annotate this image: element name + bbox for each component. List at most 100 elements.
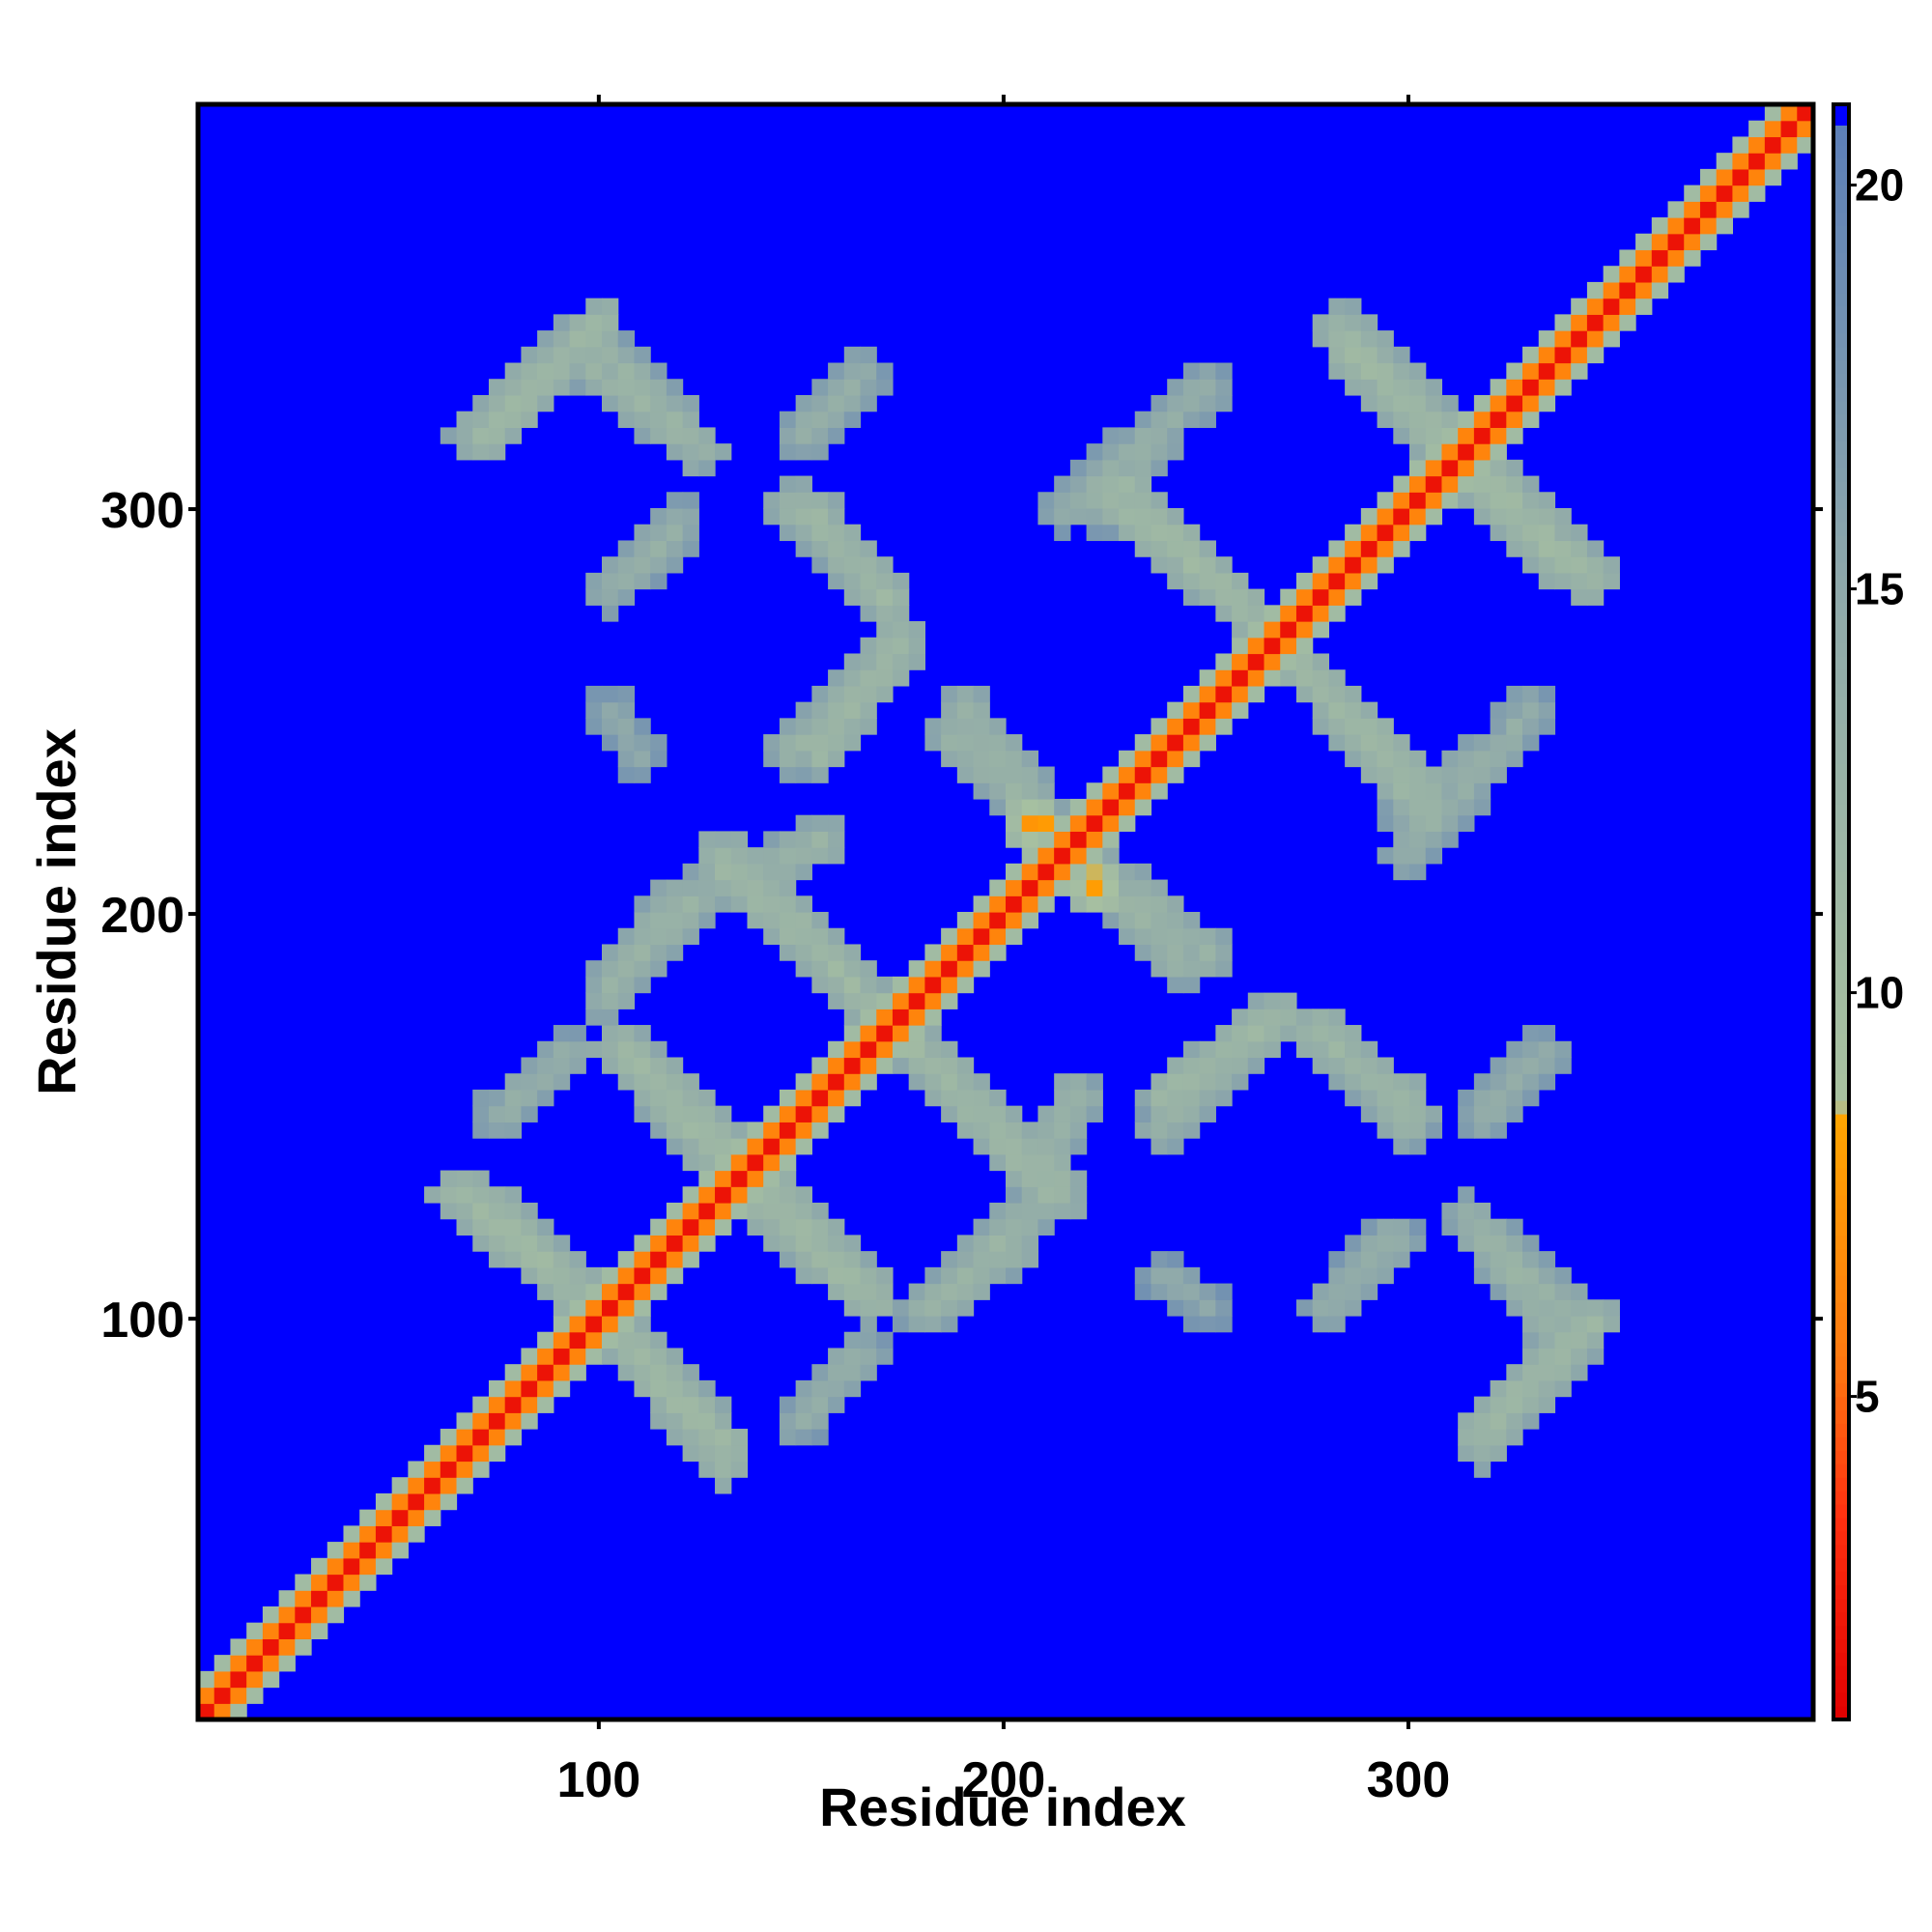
heatmap-cell bbox=[1312, 1040, 1329, 1059]
heatmap-cell bbox=[747, 895, 764, 913]
heatmap-cell bbox=[1506, 1364, 1523, 1381]
heatmap-cell bbox=[1441, 766, 1459, 783]
heatmap-cell bbox=[1345, 362, 1362, 380]
heatmap-cell bbox=[521, 1348, 538, 1365]
heatmap-cell bbox=[1295, 637, 1314, 655]
colorbar-segment bbox=[1833, 468, 1849, 482]
heatmap-cell bbox=[973, 960, 990, 978]
heatmap-cell bbox=[779, 475, 797, 493]
heatmap-cell bbox=[860, 1331, 877, 1350]
heatmap-cell bbox=[1409, 459, 1427, 477]
heatmap-cell bbox=[1554, 540, 1572, 557]
heatmap-cell bbox=[1102, 475, 1120, 493]
colorbar-segment bbox=[1833, 938, 1849, 953]
heatmap-cell bbox=[1167, 1299, 1184, 1317]
heatmap-cell bbox=[730, 1122, 749, 1139]
heatmap-cell bbox=[1458, 492, 1475, 509]
heatmap-cell bbox=[1377, 814, 1394, 832]
heatmap-cell bbox=[924, 960, 942, 978]
heatmap-cell bbox=[876, 605, 894, 622]
heatmap-cell bbox=[1619, 298, 1636, 315]
heatmap-cell bbox=[634, 1073, 651, 1091]
heatmap-cell bbox=[1393, 1105, 1410, 1122]
heatmap-cell bbox=[585, 701, 603, 719]
heatmap-cell bbox=[488, 1235, 506, 1252]
heatmap-cell bbox=[1215, 960, 1233, 978]
heatmap-cell bbox=[440, 1429, 458, 1446]
heatmap-cell bbox=[553, 1348, 571, 1365]
heatmap-cell bbox=[1522, 1057, 1540, 1074]
heatmap-cell bbox=[1345, 346, 1362, 364]
heatmap-cell bbox=[1037, 1170, 1055, 1187]
heatmap-cell bbox=[779, 750, 797, 768]
heatmap-cell bbox=[1328, 1073, 1346, 1091]
heatmap-cell bbox=[1393, 1235, 1410, 1252]
heatmap-cell bbox=[795, 927, 812, 946]
heatmap-cell bbox=[795, 750, 812, 768]
colorbar-segment bbox=[1833, 1019, 1849, 1034]
heatmap-cell bbox=[892, 992, 910, 1009]
heatmap-cell bbox=[698, 1105, 716, 1122]
heatmap-cell bbox=[569, 314, 586, 331]
heatmap-cell bbox=[828, 1396, 845, 1413]
heatmap-cell bbox=[440, 1461, 458, 1478]
heatmap-cell bbox=[715, 1202, 732, 1220]
heatmap-cell bbox=[472, 427, 490, 444]
heatmap-cell bbox=[650, 1073, 668, 1091]
heatmap-cell bbox=[876, 1283, 894, 1300]
heatmap-cell bbox=[1473, 475, 1492, 493]
colorbar-segment bbox=[1833, 548, 1849, 563]
heatmap-cell bbox=[1377, 540, 1394, 557]
heatmap-cell bbox=[941, 927, 958, 946]
heatmap-cell bbox=[650, 1364, 668, 1381]
heatmap-cell bbox=[941, 992, 958, 1009]
heatmap-cell bbox=[973, 912, 990, 929]
heatmap-cell bbox=[1377, 1218, 1394, 1236]
heatmap-cell bbox=[650, 540, 668, 557]
heatmap-cell bbox=[650, 895, 668, 913]
heatmap-cell bbox=[1409, 524, 1427, 542]
heatmap-cell bbox=[1295, 1040, 1314, 1059]
heatmap-cell bbox=[1134, 540, 1152, 557]
heatmap-cell bbox=[537, 1283, 554, 1300]
heatmap-cell bbox=[1732, 136, 1749, 154]
heatmap-cell bbox=[456, 1444, 473, 1463]
heatmap-cell bbox=[488, 1122, 506, 1139]
heatmap-cell bbox=[1458, 1105, 1475, 1122]
heatmap-cell bbox=[1441, 492, 1459, 509]
heatmap-cell bbox=[1151, 1105, 1168, 1122]
heatmap-cell bbox=[1312, 314, 1329, 331]
heatmap-cell bbox=[1215, 1299, 1233, 1317]
heatmap-cell bbox=[504, 1429, 522, 1446]
heatmap-cell bbox=[472, 1089, 490, 1107]
heatmap-cell bbox=[1328, 1025, 1346, 1042]
heatmap-cell bbox=[682, 394, 699, 412]
heatmap-cell bbox=[1054, 524, 1071, 542]
heatmap-cell bbox=[892, 1025, 910, 1042]
heatmap-cell bbox=[1182, 1122, 1201, 1139]
heatmap-cell bbox=[343, 1557, 360, 1576]
heatmap-cell bbox=[1619, 266, 1636, 283]
heatmap-cell bbox=[1360, 1040, 1378, 1059]
heatmap-cell bbox=[1102, 879, 1120, 896]
heatmap-cell bbox=[715, 1170, 732, 1187]
heatmap-cell bbox=[779, 1396, 797, 1413]
heatmap-cell bbox=[617, 362, 636, 380]
heatmap-cell bbox=[1571, 346, 1588, 364]
heatmap-cell bbox=[795, 734, 812, 752]
heatmap-cell bbox=[1554, 556, 1572, 574]
heatmap-cell bbox=[1134, 912, 1152, 929]
colorbar-segment bbox=[1833, 979, 1849, 994]
heatmap-cell bbox=[811, 944, 829, 961]
heatmap-cell bbox=[828, 427, 845, 444]
heatmap-cell bbox=[537, 1396, 554, 1413]
colorbar-segment bbox=[1833, 1342, 1849, 1357]
heatmap-cell bbox=[860, 379, 877, 396]
heatmap-cell bbox=[488, 379, 506, 396]
heatmap-cell bbox=[1360, 572, 1378, 590]
heatmap-cell bbox=[1554, 1299, 1572, 1317]
heatmap-cell bbox=[1345, 1235, 1362, 1252]
heatmap-cell bbox=[956, 1105, 975, 1122]
heatmap-cell bbox=[1328, 330, 1346, 348]
heatmap-cell bbox=[989, 1122, 1007, 1139]
